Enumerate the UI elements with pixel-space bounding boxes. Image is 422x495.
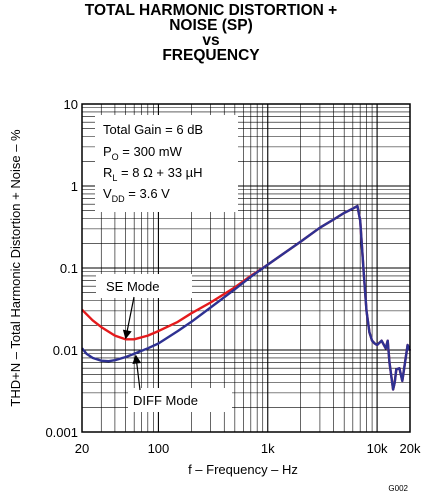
y-tick-labels: 10 1 0.1 0.01 0.001 [45,97,78,440]
conditions-box: Total Gain = 6 dB PO = 300 mW RL = 8 Ω +… [95,115,238,212]
y-tick-label: 0.01 [53,343,78,358]
y-axis-label: THD+N – Total Harmonic Distortion + Nois… [8,129,23,407]
condition-load-value: = 8 Ω + 33 µH [117,165,202,180]
y-tick-label: 1 [71,179,78,194]
diff-mode-arrow-line [136,363,141,391]
condition-supply: VDD = 3.6 V [103,186,170,204]
chart-title: TOTAL HARMONIC DISTORTION + NOISE (SP) v… [0,2,422,64]
y-tick-label: 0.001 [45,425,78,440]
condition-gain: Total Gain = 6 dB [103,122,203,137]
x-axis-label: f – Frequency – Hz [188,462,298,477]
se-mode-arrow-line [126,296,135,331]
condition-supply-value: = 3.6 V [125,186,170,201]
title-line: NOISE (SP) [169,17,253,34]
y-tick-label: 10 [64,97,78,112]
se-mode-arrow-head [122,329,132,340]
title-line: TOTAL HARMONIC DISTORTION + [84,2,338,19]
se-mode-label: SE Mode [106,279,159,294]
condition-power-value: = 300 mW [119,144,183,159]
title-line: vs [202,32,220,49]
condition-supply-symbol: V [103,186,112,201]
condition-power-symbol: P [103,144,112,159]
condition-supply-subscript: DD [112,194,125,204]
diff-mode-arrow-head [132,354,142,365]
x-tick-label: 20 [75,441,89,456]
title-line: FREQUENCY [162,47,260,64]
plot-frame [81,103,411,433]
se-mode-label-bg [96,274,192,298]
condition-load-symbol: R [103,165,112,180]
condition-power-subscript: O [112,152,119,162]
condition-load: RL = 8 Ω + 33 µH [103,165,203,183]
x-tick-label: 10k [367,441,388,456]
conditions-box-bg [95,115,238,212]
diff-mode-series-line [81,204,412,391]
x-tick-label: 20k [400,441,421,456]
series-layer [81,204,412,391]
se-mode-callout: SE Mode [96,274,192,340]
figure-code: G002 [388,484,408,493]
condition-power: PO = 300 mW [103,144,183,162]
x-tick-label: 1k [261,441,275,456]
diff-mode-callout: DIFF Mode [128,354,232,412]
condition-load-subscript: L [112,173,117,183]
diff-mode-label-bg [128,388,232,412]
x-tick-label: 100 [148,441,170,456]
x-tick-labels: 20 100 1k 10k 20k [75,441,421,456]
diff-mode-label: DIFF Mode [133,393,198,408]
y-tick-label: 0.1 [60,261,78,276]
